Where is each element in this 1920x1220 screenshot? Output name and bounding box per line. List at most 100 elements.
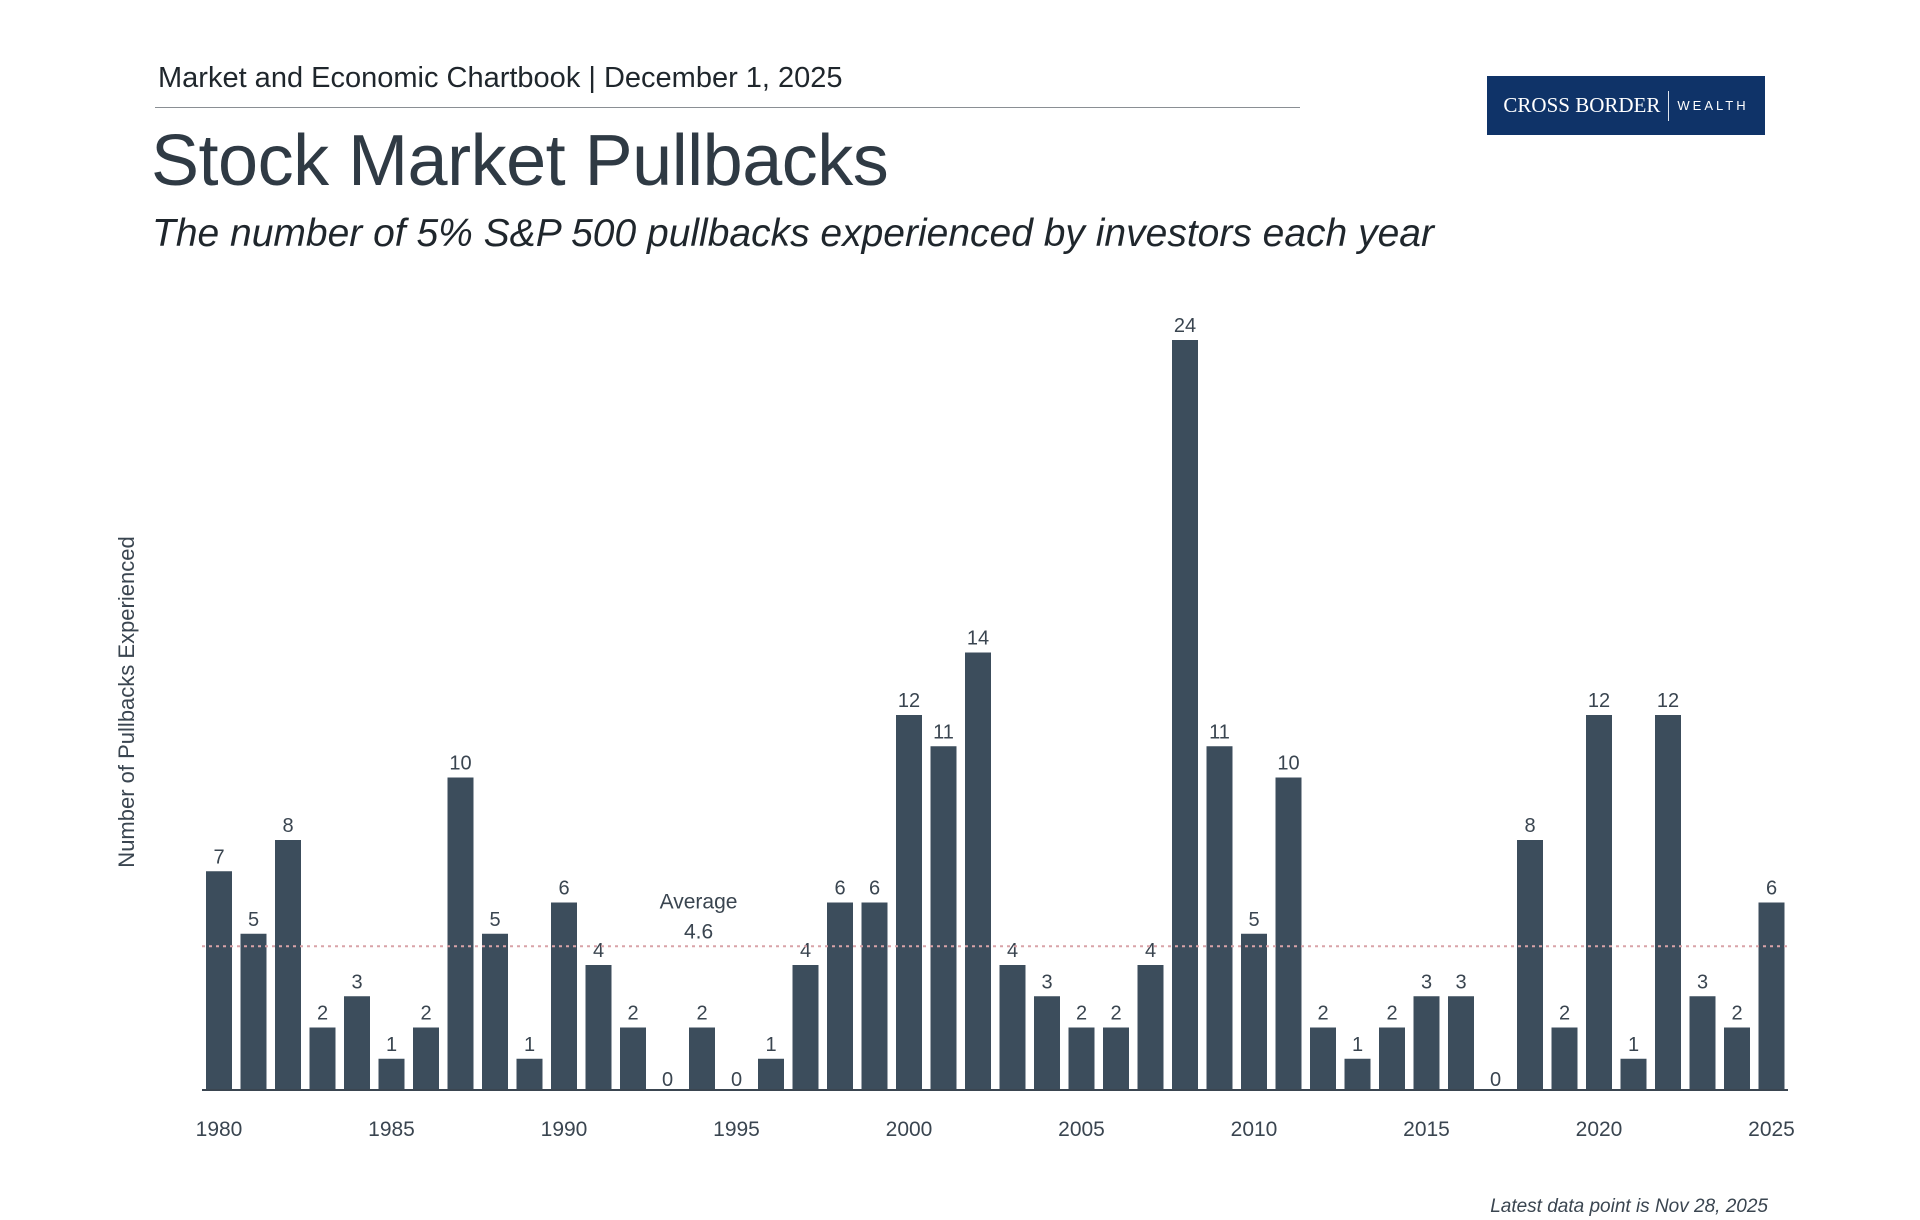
- data-label-2009: 11: [1209, 721, 1230, 743]
- bar-1986: [413, 1027, 439, 1090]
- bar-2010: [1241, 933, 1267, 1090]
- cross-border-wealth-logo: CROSS BORDER WEALTH: [1487, 76, 1765, 135]
- data-label-1984: 3: [351, 971, 362, 993]
- data-label-1986: 2: [420, 1003, 431, 1025]
- data-label-2014: 2: [1386, 1003, 1397, 1025]
- data-label-1980: 7: [213, 846, 224, 868]
- chart-title: Stock Market Pullbacks: [151, 121, 889, 201]
- bar-1981: [240, 933, 267, 1090]
- data-label-2008: 24: [1174, 315, 1196, 337]
- bar-2012: [1310, 1027, 1336, 1090]
- data-label-2012: 2: [1317, 1003, 1328, 1025]
- data-label-2000: 12: [898, 690, 920, 712]
- bar-1998: [827, 902, 853, 1090]
- data-label-1991: 4: [593, 940, 604, 962]
- data-label-1995: 0: [731, 1069, 742, 1091]
- bar-1980: [206, 871, 232, 1090]
- bar-2021: [1620, 1058, 1647, 1090]
- x-tick-2025: 2025: [1748, 1118, 1795, 1141]
- bar-2014: [1379, 1027, 1405, 1090]
- bar-2015: [1413, 996, 1440, 1090]
- data-label-1989: 1: [524, 1034, 535, 1056]
- data-label-1981: 5: [248, 909, 259, 931]
- data-label-1987: 10: [449, 753, 471, 775]
- logo-primary: CROSS BORDER: [1503, 93, 1661, 117]
- x-tick-2005: 2005: [1058, 1118, 1105, 1141]
- bar-1987: [447, 777, 474, 1090]
- bar-2025: [1758, 902, 1785, 1090]
- data-label-2002: 14: [967, 628, 989, 650]
- data-label-1985: 1: [386, 1034, 397, 1056]
- bar-2008: [1172, 340, 1198, 1090]
- x-tick-1985: 1985: [368, 1118, 415, 1141]
- y-axis-label: Number of Pullbacks Experienced: [114, 536, 139, 867]
- bar-2003: [999, 965, 1026, 1090]
- x-tick-1980: 1980: [196, 1118, 243, 1141]
- data-label-1998: 6: [834, 878, 845, 900]
- bar-2002: [965, 652, 991, 1090]
- data-label-2006: 2: [1110, 1003, 1121, 1025]
- bar-2004: [1034, 996, 1060, 1090]
- bar-1991: [585, 965, 612, 1090]
- data-label-2021: 1: [1628, 1034, 1639, 1056]
- bar-1982: [275, 840, 301, 1090]
- chart-subtitle: The number of 5% S&P 500 pullbacks exper…: [152, 212, 1434, 255]
- bar-2007: [1137, 965, 1164, 1090]
- x-tick-1990: 1990: [541, 1118, 588, 1141]
- data-label-2019: 2: [1559, 1003, 1570, 1025]
- x-tick-2020: 2020: [1576, 1118, 1623, 1141]
- bar-2023: [1689, 996, 1716, 1090]
- footnote: Latest data point is Nov 28, 2025: [1490, 1196, 1768, 1217]
- bar-1999: [861, 902, 888, 1090]
- bar-2009: [1206, 746, 1233, 1090]
- bar-1996: [758, 1058, 784, 1090]
- data-label-1983: 2: [317, 1003, 328, 1025]
- data-label-2016: 3: [1455, 971, 1466, 993]
- data-label-2020: 12: [1588, 690, 1610, 712]
- x-tick-1995: 1995: [713, 1118, 760, 1141]
- data-label-2011: 10: [1277, 753, 1299, 775]
- data-label-2010: 5: [1248, 909, 1259, 931]
- bar-2019: [1551, 1027, 1578, 1090]
- x-tick-2010: 2010: [1231, 1118, 1278, 1141]
- header-divider: [155, 107, 1300, 108]
- data-label-2004: 3: [1041, 971, 1052, 993]
- x-tick-2000: 2000: [886, 1118, 933, 1141]
- bar-1989: [516, 1058, 543, 1090]
- bar-2024: [1724, 1027, 1750, 1090]
- bar-2000: [896, 715, 922, 1090]
- bar-1994: [689, 1027, 715, 1090]
- bar-2018: [1517, 840, 1543, 1090]
- bar-2013: [1344, 1058, 1371, 1090]
- data-label-1996: 1: [765, 1034, 776, 1056]
- data-label-2022: 12: [1657, 690, 1679, 712]
- bar-1997: [792, 965, 819, 1090]
- data-label-2001: 11: [933, 721, 954, 743]
- data-label-2025: 6: [1766, 878, 1777, 900]
- data-label-2013: 1: [1352, 1034, 1363, 1056]
- bar-2005: [1068, 1027, 1095, 1090]
- data-label-2018: 8: [1524, 815, 1535, 837]
- data-label-1982: 8: [282, 815, 293, 837]
- data-label-2007: 4: [1145, 940, 1156, 962]
- bar-2006: [1103, 1027, 1129, 1090]
- data-label-1988: 5: [489, 909, 500, 931]
- bar-2022: [1655, 715, 1681, 1090]
- chartbook-header: Market and Economic Chartbook | December…: [158, 62, 843, 94]
- data-label-2003: 4: [1007, 940, 1018, 962]
- data-label-2024: 2: [1731, 1003, 1742, 1025]
- data-label-1992: 2: [627, 1003, 638, 1025]
- bar-1992: [620, 1027, 646, 1090]
- data-label-1990: 6: [558, 878, 569, 900]
- average-value-label: 4.6: [684, 920, 713, 943]
- data-label-1999: 6: [869, 878, 880, 900]
- data-label-2005: 2: [1076, 1003, 1087, 1025]
- bar-2011: [1275, 777, 1302, 1090]
- average-label: Average: [660, 890, 738, 913]
- x-tick-2015: 2015: [1403, 1118, 1450, 1141]
- bar-1988: [482, 933, 508, 1090]
- bar-1985: [378, 1058, 405, 1090]
- bar-2001: [930, 746, 957, 1090]
- bar-1983: [309, 1027, 336, 1090]
